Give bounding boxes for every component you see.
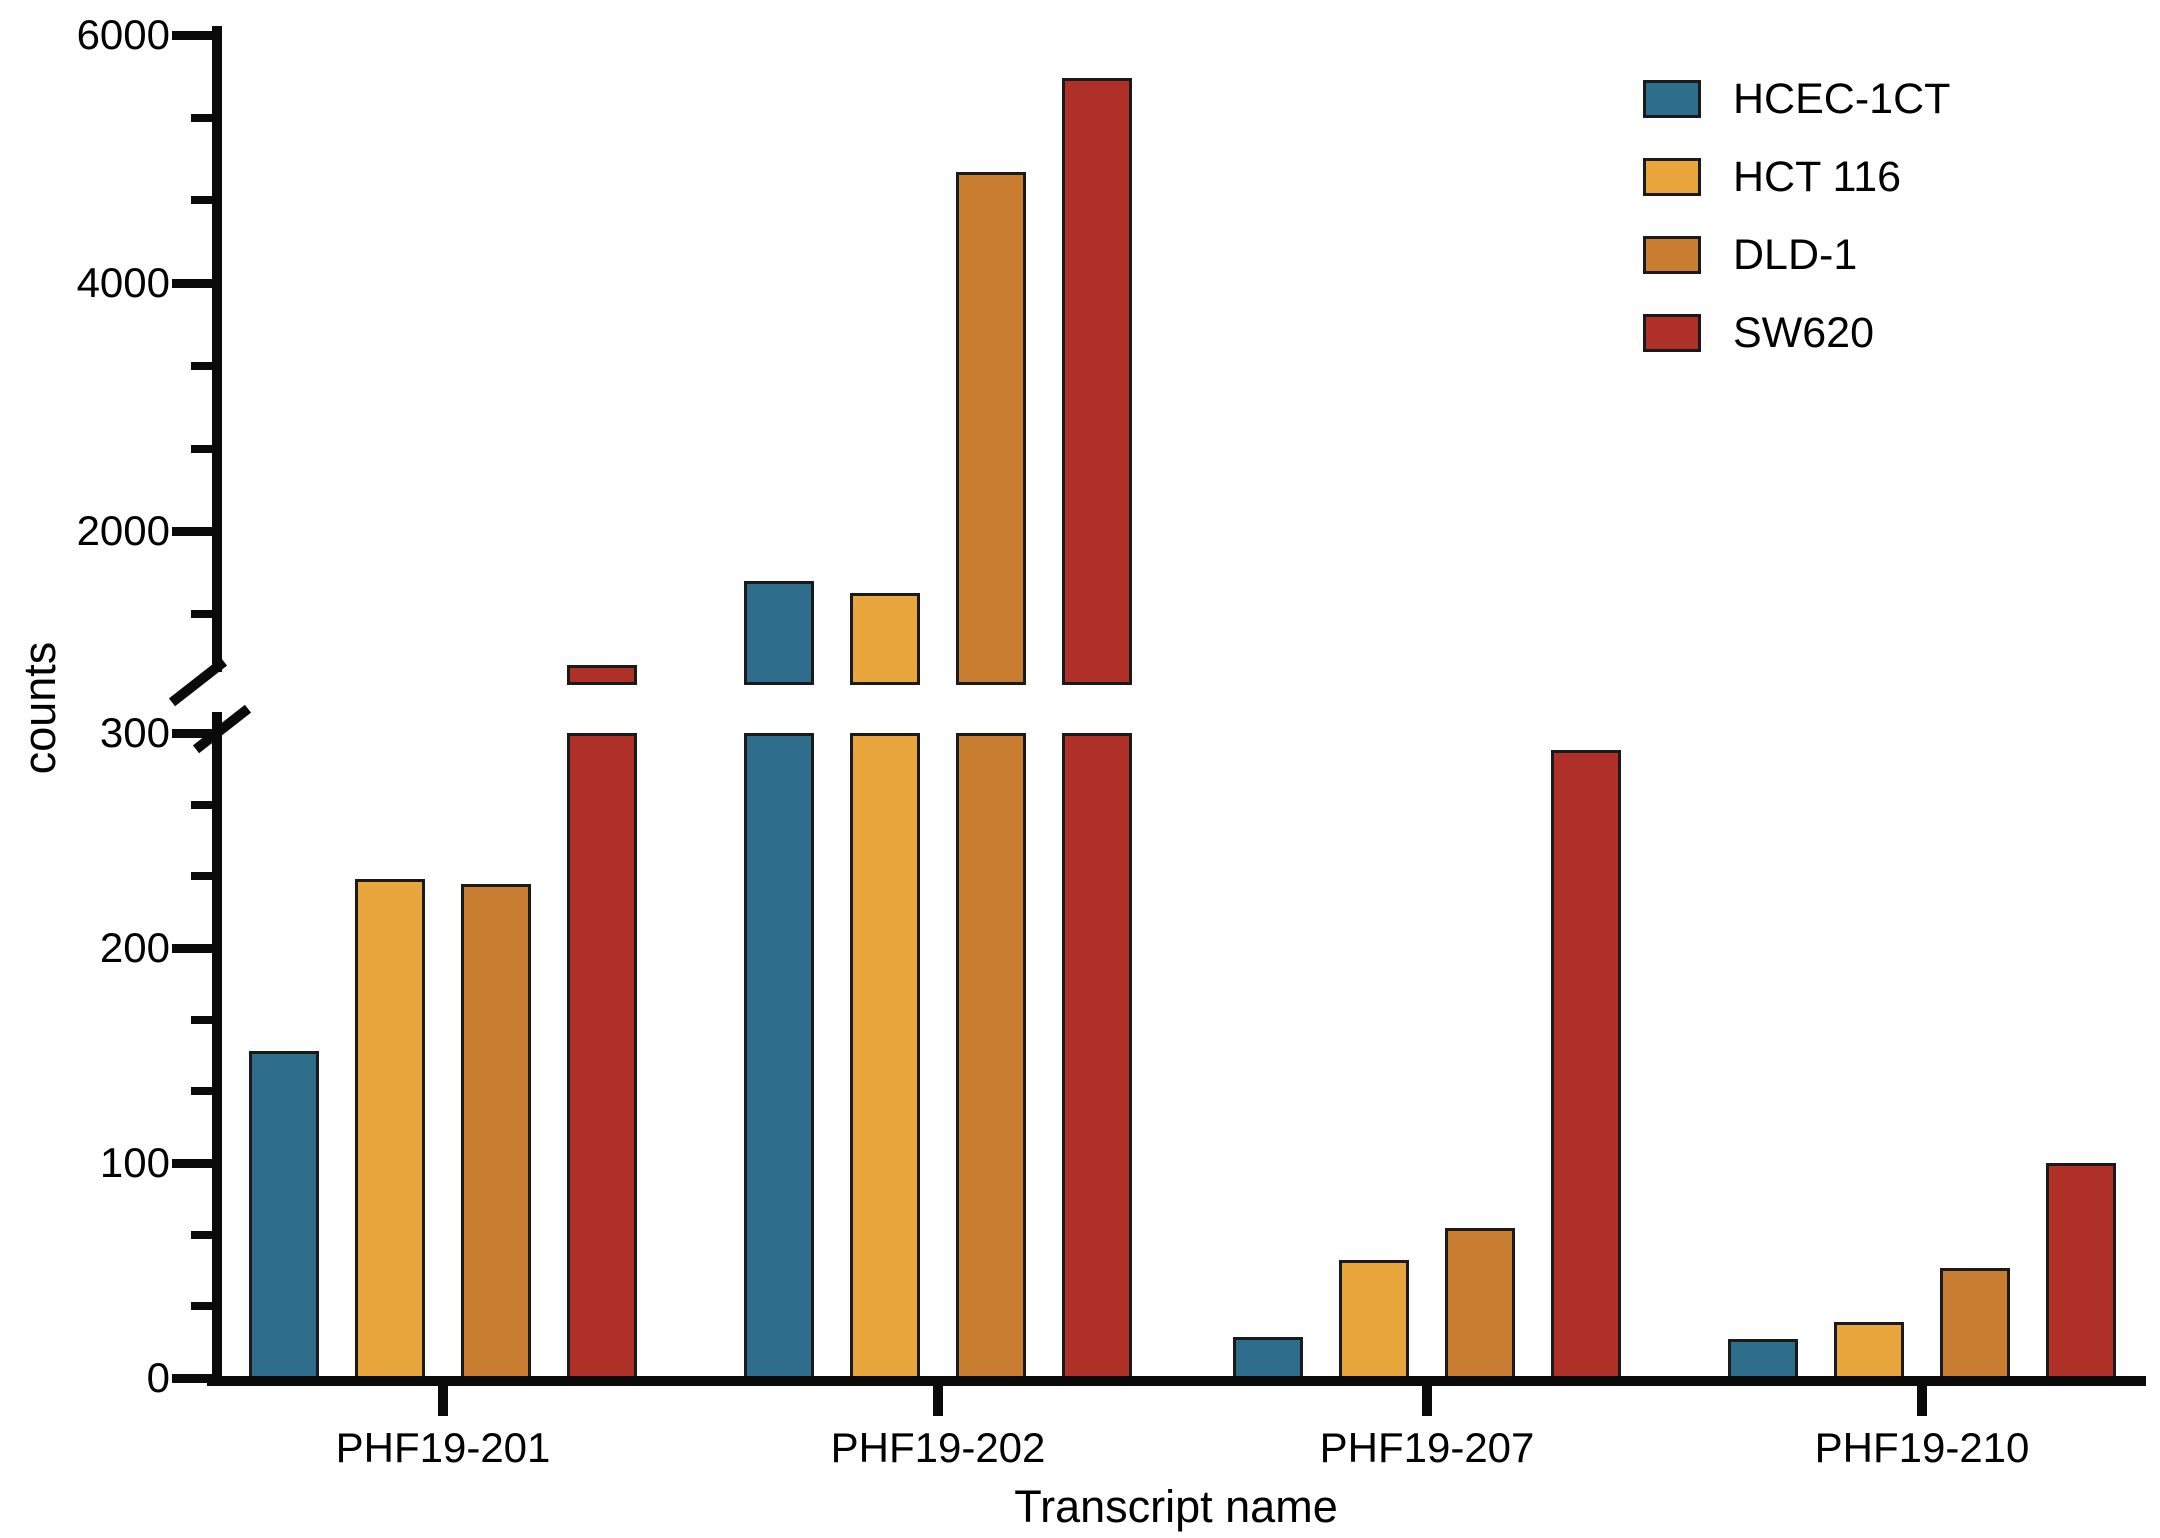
y-minor-tick	[191, 113, 212, 122]
y-tick-label: 200	[99, 924, 170, 971]
legend-label-HCEC-1CT: HCEC-1CT	[1733, 75, 1951, 123]
bar-DLD-1-PHF19-207	[1445, 1227, 1515, 1382]
y-major-tick	[172, 278, 212, 288]
x-tick	[1422, 1386, 1432, 1416]
x-tick-label-PHF19-201: PHF19-201	[335, 1424, 551, 1471]
x-tick-label-PHF19-202: PHF19-202	[830, 1424, 1046, 1471]
bar-DLD-1-PHF19-201	[461, 883, 531, 1382]
y-minor-tick	[191, 1230, 212, 1239]
y-major-tick	[172, 1158, 212, 1168]
x-tick	[1917, 1386, 1927, 1416]
y-axis-lower-segment	[212, 712, 222, 1386]
legend-swatch-HCEC-1CT	[1643, 80, 1701, 118]
y-minor-tick	[191, 444, 212, 453]
bar-lower-SW620-PHF19-202	[1062, 733, 1132, 1382]
y-minor-tick	[191, 1087, 212, 1096]
y-minor-tick	[191, 196, 212, 205]
bar-upper-HCEC-1CT-PHF19-202	[744, 581, 814, 685]
y-tick-label: 300	[99, 709, 170, 756]
legend-swatch-HCT 116	[1643, 158, 1701, 196]
x-axis-line	[207, 1376, 2146, 1386]
bar-upper-DLD-1-PHF19-202	[956, 171, 1026, 685]
y-major-tick	[172, 728, 212, 738]
y-minor-tick	[191, 361, 212, 370]
bar-upper-SW620-PHF19-201	[567, 665, 637, 685]
bar-HCEC-1CT-PHF19-201	[249, 1051, 319, 1382]
y-minor-tick	[191, 1302, 212, 1311]
y-axis-upper-segment	[212, 26, 222, 672]
bar-lower-SW620-PHF19-201	[567, 733, 637, 1382]
bar-upper-SW620-PHF19-202	[1062, 78, 1132, 685]
bar-lower-HCEC-1CT-PHF19-202	[744, 733, 814, 1382]
y-minor-tick	[191, 1015, 212, 1024]
y-tick-label: 0	[146, 1354, 170, 1401]
legend-swatch-SW620	[1643, 314, 1701, 352]
y-major-tick	[172, 526, 212, 536]
legend-swatch-DLD-1	[1643, 236, 1701, 274]
y-major-tick	[172, 30, 212, 40]
y-tick-label: 4000	[76, 259, 170, 307]
x-tick	[933, 1386, 943, 1416]
x-tick-label-PHF19-207: PHF19-207	[1319, 1424, 1535, 1471]
legend-label-HCT 116: HCT 116	[1733, 153, 1902, 201]
legend-label-DLD-1: DLD-1	[1733, 231, 1858, 279]
bar-lower-DLD-1-PHF19-202	[956, 733, 1026, 1382]
bar-DLD-1-PHF19-210	[1940, 1268, 2010, 1382]
y-minor-tick	[191, 872, 212, 881]
bar-upper-HCT 116-PHF19-202	[850, 593, 920, 685]
x-tick-label-PHF19-210: PHF19-210	[1814, 1424, 2030, 1471]
axis-break-band	[222, 685, 2146, 733]
x-tick	[438, 1386, 448, 1416]
bar-HCT 116-PHF19-207	[1339, 1259, 1409, 1382]
bar-SW620-PHF19-207	[1551, 750, 1621, 1382]
y-tick-label: 6000	[76, 11, 170, 58]
y-minor-tick	[191, 610, 212, 619]
bar-lower-HCT 116-PHF19-202	[850, 733, 920, 1382]
y-tick-label: 2000	[76, 507, 170, 555]
y-minor-tick	[191, 800, 212, 809]
legend-label-SW620: SW620	[1733, 309, 1875, 357]
y-major-tick	[172, 1373, 212, 1383]
x-axis-title: Transcript name	[1014, 1481, 1338, 1532]
y-tick-label: 100	[99, 1139, 170, 1186]
y-major-tick	[172, 943, 212, 953]
